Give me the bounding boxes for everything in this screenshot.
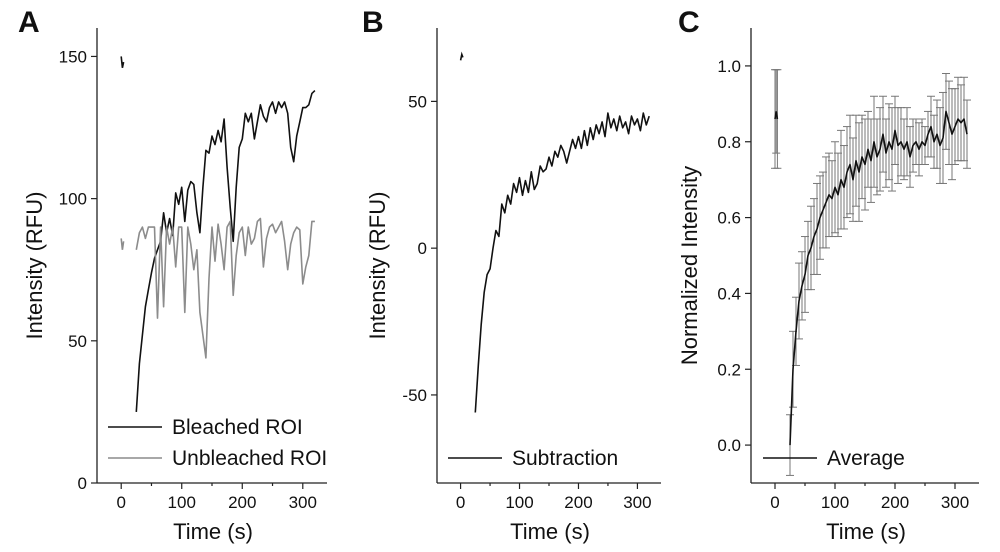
y-tick-label: -50 xyxy=(402,386,427,405)
x-tick-label: 200 xyxy=(228,493,256,512)
x-tick-label: 0 xyxy=(116,493,125,512)
y-tick-label: 0.8 xyxy=(717,133,741,152)
series-line-unbleached-roi-prebleach xyxy=(120,238,125,250)
series-line-subtraction-prebleach xyxy=(459,51,464,61)
y-tick-label: 0.0 xyxy=(717,436,741,455)
x-axis-title-c: Time (s) xyxy=(826,519,906,544)
panel-a: A Time (s) Intensity (RFU) Bleached ROI … xyxy=(18,6,327,544)
y-tick-label: 0 xyxy=(78,474,87,493)
x-tick-label: 0 xyxy=(770,493,779,512)
panel-label-a: A xyxy=(18,6,40,39)
y-tick-label: 50 xyxy=(408,92,427,111)
y-axis-title-b: Intensity (RFU) xyxy=(365,192,390,340)
x-tick-label: 0 xyxy=(456,493,465,512)
x-axis-title-b: Time (s) xyxy=(510,519,590,544)
series-line-average-prebleach xyxy=(774,111,779,120)
y-axis-title-a: Intensity (RFU) xyxy=(22,192,47,340)
panel-b: B Time (s) Intensity (RFU) Subtraction 0… xyxy=(362,6,661,544)
x-axis-title-a: Time (s) xyxy=(173,519,253,544)
legend-label-unbleached-roi: Unbleached ROI xyxy=(172,447,327,470)
panel-label-b: B xyxy=(362,6,384,39)
x-tick-label: 100 xyxy=(168,493,196,512)
y-tick-label: 150 xyxy=(59,47,87,66)
y-tick-label: 1.0 xyxy=(717,57,741,76)
x-tick-label: 200 xyxy=(564,493,592,512)
y-tick-label: 100 xyxy=(59,190,87,209)
y-tick-label: 0.2 xyxy=(717,360,741,379)
legend-label-subtraction: Subtraction xyxy=(512,447,618,470)
panel-c: C Time (s) Normalized Intensity Average … xyxy=(677,6,979,544)
y-tick-label: 0.6 xyxy=(717,209,741,228)
x-tick-label: 100 xyxy=(821,493,849,512)
y-tick-label: 0.4 xyxy=(717,284,741,303)
legend-label-average: Average xyxy=(827,447,905,470)
series-line-average xyxy=(789,110,968,446)
series-line-unbleached-roi xyxy=(135,217,315,359)
legend-label-bleached-roi: Bleached ROI xyxy=(172,416,303,439)
y-axis-title-c: Normalized Intensity xyxy=(677,166,702,365)
x-tick-label: 200 xyxy=(881,493,909,512)
x-tick-label: 300 xyxy=(289,493,317,512)
y-tick-label: 0 xyxy=(418,239,427,258)
panel-label-c: C xyxy=(678,6,700,39)
y-tick-label: 50 xyxy=(68,332,87,351)
x-tick-label: 100 xyxy=(505,493,533,512)
x-tick-label: 300 xyxy=(941,493,969,512)
series-line-bleached-roi-prebleach xyxy=(120,56,125,68)
x-tick-label: 300 xyxy=(623,493,651,512)
series-line-subtraction xyxy=(474,112,650,413)
